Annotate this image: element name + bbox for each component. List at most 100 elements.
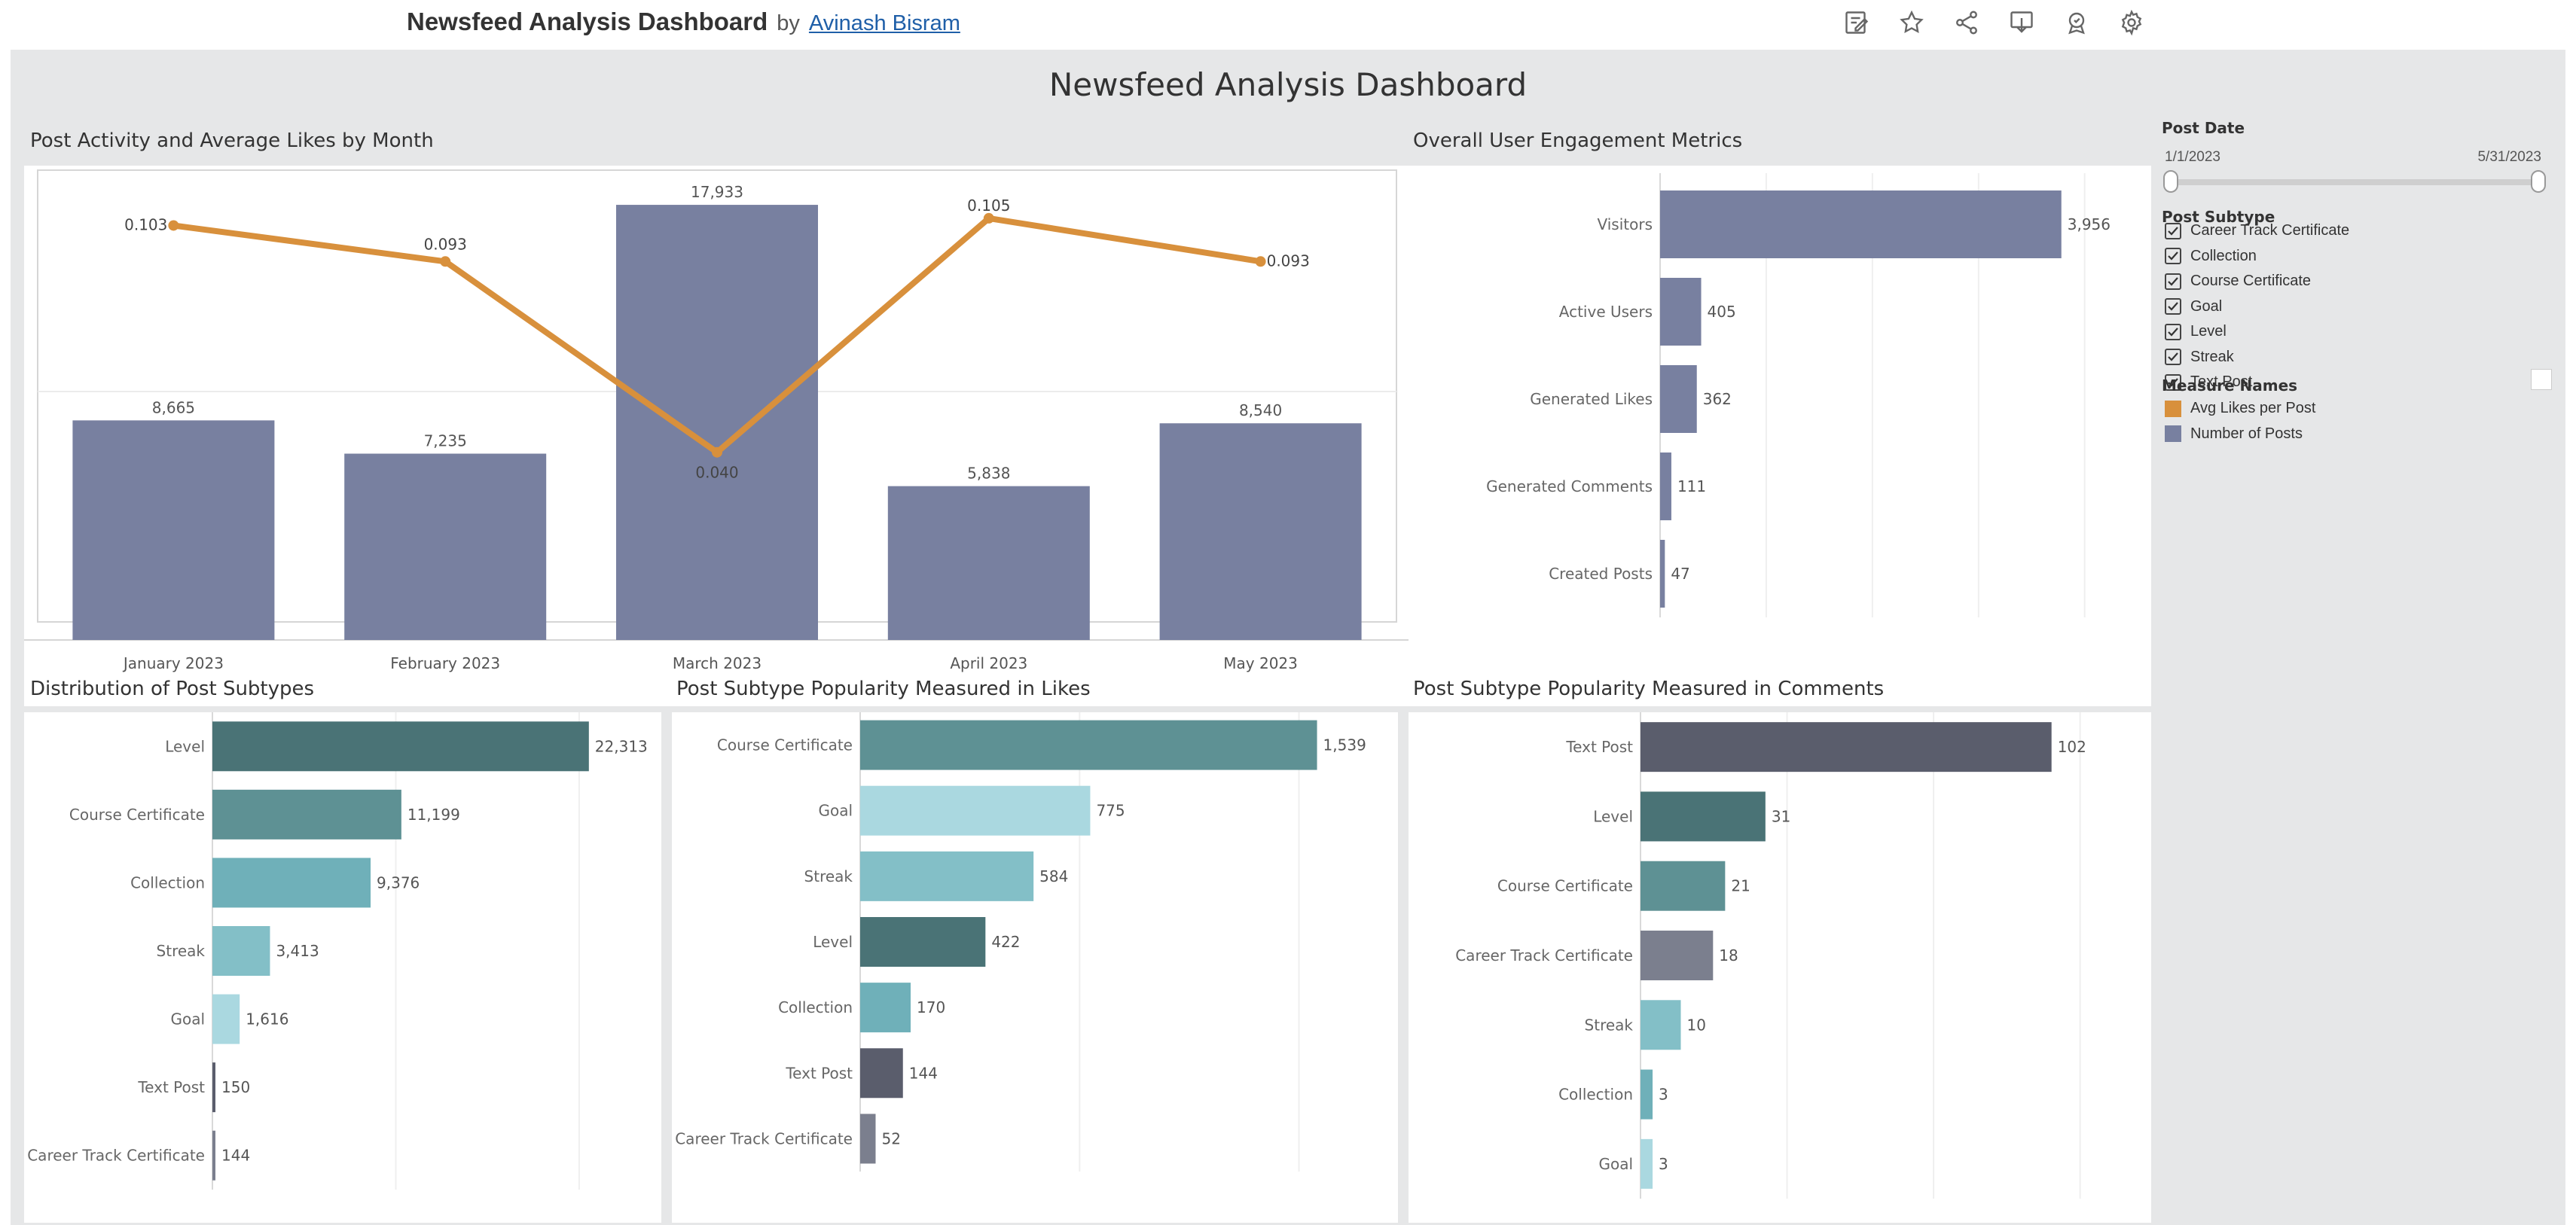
checkbox-label: Streak: [2190, 348, 2234, 365]
checkbox-label: Level: [2190, 323, 2227, 340]
checkbox-box[interactable]: [2165, 298, 2181, 315]
slider-handle-end[interactable]: [2531, 170, 2546, 193]
bar-course-certificate: [1641, 861, 1726, 911]
checkbox-box[interactable]: [2165, 323, 2181, 340]
y-tick-streak: Streak: [157, 942, 206, 960]
star-icon[interactable]: [1893, 6, 1930, 39]
comments-chart[interactable]: Text Post 102 Level 31 Course Certificate 21 C…: [1409, 712, 2151, 1223]
checkbox-course-certificate[interactable]: Course Certificate: [2165, 269, 2349, 294]
likes-chart[interactable]: Course Certificate 1,539 Goal 775 Streak 584 L…: [672, 712, 1398, 1223]
bar-label-visitors: 3,956: [2068, 215, 2111, 233]
bar-label-text-post: 144: [909, 1064, 938, 1082]
comments-chart-title: Post Subtype Popularity Measured in Comm…: [1413, 678, 1885, 700]
bar-label-streak: 584: [1039, 867, 1068, 885]
bar-label-active-users: 405: [1708, 303, 1736, 321]
by-label: by: [777, 11, 800, 35]
bar-posts-january-2023: [72, 420, 275, 640]
checkbox-streak[interactable]: Streak: [2165, 345, 2349, 370]
checkbox-box[interactable]: [2165, 222, 2181, 239]
y-tick-generated-comments: Generated Comments: [1486, 477, 1653, 495]
distribution-svg: Level 22,313 Course Certificate 11,199 Colle…: [27, 712, 648, 1190]
bar-course-certificate: [212, 789, 401, 840]
bar-text-post: [212, 1062, 215, 1113]
y-tick-text-post: Text Post: [137, 1078, 205, 1096]
bar-level: [212, 721, 589, 772]
bar-label-posts-april-2023: 5,838: [967, 465, 1010, 483]
bar-text-post: [1641, 722, 2052, 772]
y-tick-collection: Collection: [1558, 1086, 1633, 1104]
check-icon: [2168, 302, 2178, 311]
y-tick-career-track-certificate: Career Track Certificate: [675, 1129, 853, 1147]
checkbox-box[interactable]: [2165, 373, 2181, 391]
bar-collection: [212, 858, 371, 908]
post-date-start: 1/1/2023: [2165, 149, 2220, 165]
bar-streak: [1641, 1000, 1681, 1050]
bar-streak: [212, 926, 270, 976]
share-icon[interactable]: [1948, 6, 1985, 39]
checkbox-box[interactable]: [2165, 273, 2181, 290]
point-avg-likes-january-2023: [168, 220, 179, 231]
x-tick-january-2023: January 2023: [122, 654, 224, 672]
legend-item-number-of-posts[interactable]: Number of Posts: [2165, 422, 2315, 447]
engagement-chart[interactable]: Visitors 3,956 Active Users 405 Generated Li…: [1409, 166, 2151, 706]
checkbox-box[interactable]: [2165, 248, 2181, 265]
bar-label-collection: 170: [917, 998, 945, 1016]
distribution-chart[interactable]: Level 22,313 Course Certificate 11,199 Colle…: [24, 712, 661, 1223]
legend-label: Number of Posts: [2190, 425, 2303, 442]
checkbox-collection[interactable]: Collection: [2165, 244, 2349, 270]
point-label-avg-likes-january-2023: 0.103: [124, 215, 167, 233]
point-avg-likes-february-2023: [440, 256, 451, 267]
bar-label-goal: 775: [1096, 802, 1125, 820]
bar-label-text-post: 150: [221, 1078, 250, 1096]
engagement-chart-title: Overall User Engagement Metrics: [1413, 130, 1743, 152]
checkbox-level[interactable]: Level: [2165, 319, 2349, 345]
viz-title: Newsfeed Analysis Dashboard: [407, 8, 768, 35]
y-tick-course-certificate: Course Certificate: [69, 806, 205, 824]
gear-icon[interactable]: [2113, 6, 2150, 39]
activity-chart[interactable]: 8,665 January 2023 7,235 February 2023 17,93…: [24, 166, 1410, 706]
edit-icon[interactable]: [1838, 6, 1876, 39]
checkbox-label: Collection: [2190, 247, 2257, 264]
checkbox-label: Course Certificate: [2190, 273, 2312, 290]
engagement-svg: Visitors 3,956 Active Users 405 Generated Li…: [1486, 173, 2111, 617]
legend-item-avg-likes-per-post[interactable]: Avg Likes per Post: [2165, 396, 2315, 422]
legend-menu-box[interactable]: [2531, 369, 2552, 390]
checkbox-label: Career Track Certificate: [2190, 222, 2350, 239]
post-date-filter-title: Post Date: [2162, 119, 2245, 137]
author-link[interactable]: Avinash Bisram: [808, 11, 960, 35]
y-tick-active-users: Active Users: [1559, 303, 1653, 321]
bar-created-posts: [1660, 540, 1665, 608]
bar-label-level: 22,313: [595, 737, 648, 755]
bar-goal: [860, 785, 1091, 836]
bar-label-generated-likes: 362: [1703, 390, 1732, 408]
checkbox-text-post[interactable]: Text Post: [2165, 370, 2349, 395]
bar-label-level: 31: [1772, 807, 1790, 825]
post-date-range: 1/1/2023 5/31/2023: [2165, 149, 2541, 166]
badge-icon[interactable]: [2058, 6, 2095, 39]
dashboard: Newsfeed Analysis Dashboard Post Activit…: [11, 50, 2565, 1225]
y-tick-course-certificate: Course Certificate: [1497, 877, 1633, 895]
bar-label-career-track-certificate: 144: [221, 1147, 250, 1165]
slider-track[interactable]: [2169, 179, 2537, 185]
bar-label-collection: 3: [1659, 1086, 1668, 1104]
bar-label-posts-march-2023: 17,933: [691, 183, 743, 201]
checkbox-career-track-certificate[interactable]: Career Track Certificate: [2165, 218, 2349, 244]
x-tick-april-2023: April 2023: [950, 654, 1027, 672]
slider-handle-start[interactable]: [2163, 170, 2178, 193]
bar-label-course-certificate: 21: [1731, 877, 1750, 895]
checkbox-box[interactable]: [2165, 349, 2181, 366]
activity-chart-title: Post Activity and Average Likes by Month: [30, 130, 434, 152]
point-avg-likes-april-2023: [983, 212, 994, 224]
download-icon[interactable]: [2003, 6, 2040, 39]
checkbox-goal[interactable]: Goal: [2165, 294, 2349, 320]
bar-career-track-certificate: [212, 1130, 215, 1181]
y-tick-career-track-certificate: Career Track Certificate: [27, 1147, 205, 1165]
dashboard-title: Newsfeed Analysis Dashboard: [1048, 66, 1528, 103]
bar-career-track-certificate: [1641, 931, 1714, 980]
bar-posts-march-2023: [616, 205, 818, 640]
bar-label-goal: 3: [1659, 1155, 1668, 1173]
point-avg-likes-may-2023: [1255, 256, 1266, 267]
bar-level: [860, 917, 986, 967]
measure-names-legend: Avg Likes per Post Number of Posts: [2165, 396, 2315, 446]
y-tick-level: Level: [165, 737, 205, 755]
